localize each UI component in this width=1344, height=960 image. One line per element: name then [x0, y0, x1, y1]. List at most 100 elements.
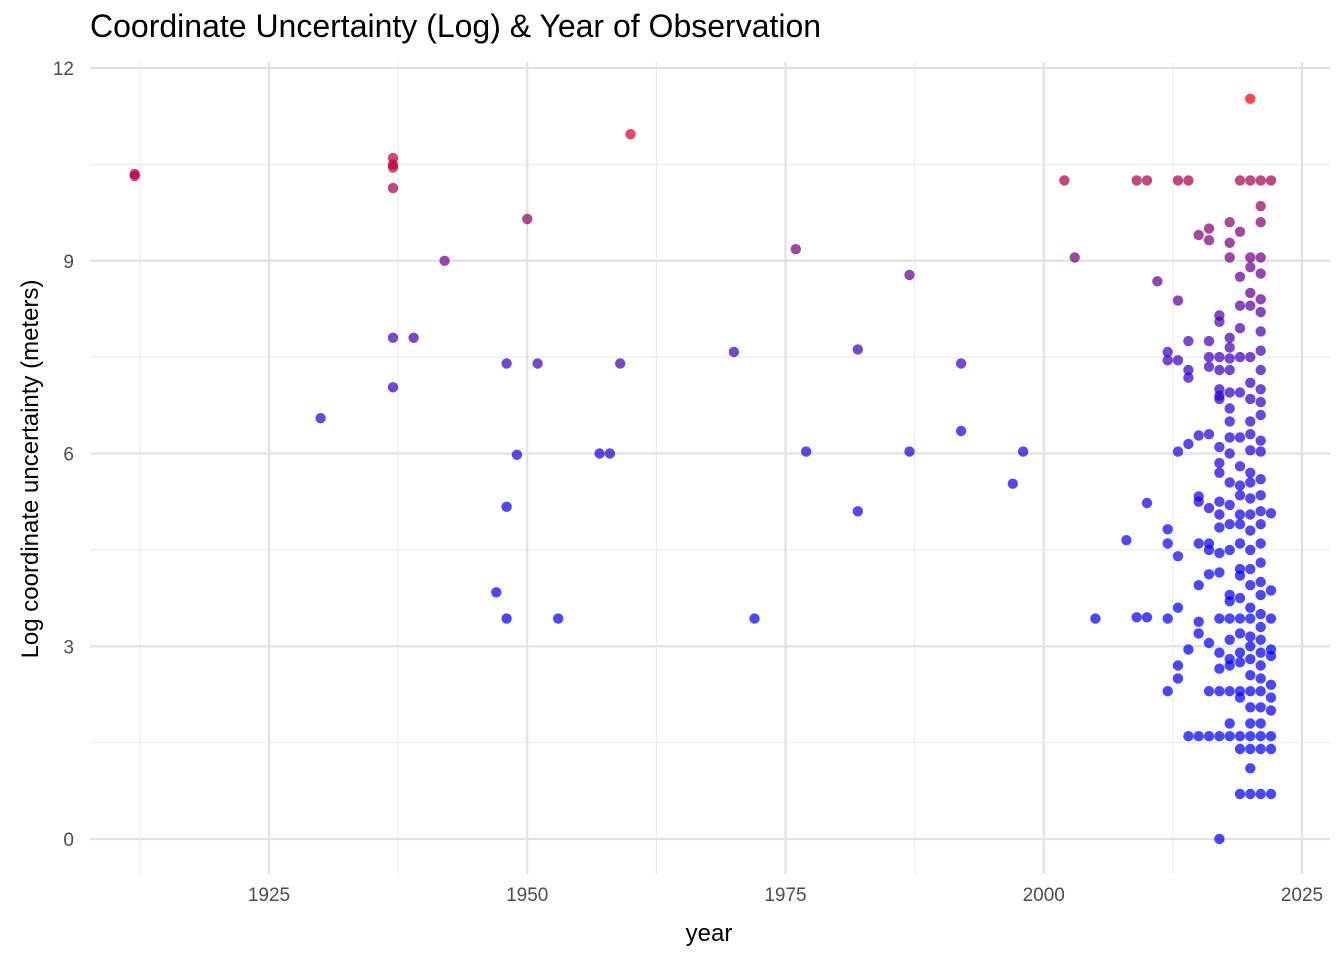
scatter-point: [1255, 589, 1266, 601]
scatter-point: [1245, 743, 1256, 755]
scatter-point: [1255, 621, 1266, 633]
scatter-point: [387, 162, 399, 173]
scatter-point: [1255, 435, 1266, 446]
scatter-point: [1214, 731, 1225, 742]
scatter-point: [1224, 731, 1235, 742]
scatter-point: [1255, 557, 1266, 568]
scatter-point: [1245, 702, 1256, 713]
scatter-point: [1265, 705, 1277, 716]
scatter-point: [1214, 663, 1225, 674]
scatter-point: [1183, 175, 1194, 186]
scatter-point: [1245, 525, 1256, 536]
scatter-point: [387, 182, 399, 194]
scatter-point: [1255, 576, 1266, 588]
scatter-point: [1245, 493, 1256, 504]
scatter-point: [749, 613, 760, 624]
scatter-point: [1255, 718, 1266, 729]
scatter-point: [728, 346, 740, 358]
scatter-point: [1224, 403, 1235, 414]
scatter-point: [1234, 490, 1246, 501]
scatter-point: [1234, 175, 1246, 186]
scatter-point: [1214, 441, 1225, 453]
scatter-point: [1245, 544, 1256, 556]
x-tick-label: 1950: [506, 885, 548, 906]
scatter-point: [1255, 731, 1266, 742]
scatter-point: [1255, 608, 1266, 620]
scatter-point: [1193, 496, 1204, 507]
scatter-point: [1203, 544, 1215, 556]
scatter-point: [1193, 229, 1204, 241]
scatter-point: [1193, 580, 1204, 591]
scatter-point: [1224, 448, 1235, 459]
scatter-point: [1193, 616, 1204, 627]
scatter-point: [1255, 686, 1266, 697]
scatter-point: [1245, 686, 1256, 697]
scatter-point: [1141, 497, 1153, 509]
scatter-point: [1255, 294, 1266, 305]
scatter-point: [1214, 509, 1225, 520]
scatter-point: [1214, 351, 1225, 363]
scatter-point: [1017, 446, 1029, 457]
scatter-point: [1234, 788, 1246, 800]
scatter-point: [1214, 647, 1225, 658]
scatter-point: [1183, 644, 1194, 655]
scatter-point: [904, 446, 915, 457]
scatter-point: [1245, 429, 1256, 440]
y-axis-title: Log coordinate uncertainty (meters): [17, 280, 44, 659]
y-tick-label: 6: [63, 445, 74, 466]
scatter-point: [532, 358, 543, 369]
scatter-point: [904, 269, 915, 281]
scatter-point: [1183, 364, 1194, 376]
scatter-point: [1172, 602, 1184, 613]
scatter-point: [1203, 731, 1215, 742]
scatter-point: [1234, 323, 1246, 334]
scatter-point: [1245, 93, 1256, 105]
scatter-point: [604, 448, 616, 459]
scatter-point: [1183, 372, 1194, 383]
scatter-point: [790, 244, 801, 255]
scatter-point: [1255, 743, 1266, 755]
scatter-point: [1245, 477, 1256, 488]
x-tick-label: 2000: [1023, 885, 1065, 906]
scatter-point: [1234, 226, 1246, 237]
scatter-point: [1245, 175, 1256, 186]
scatter-point: [1265, 743, 1277, 755]
scatter-point: [1245, 731, 1256, 742]
scatter-point: [1131, 612, 1142, 623]
scatter-point: [1162, 686, 1173, 697]
scatter-point: [1255, 702, 1266, 713]
scatter-point: [491, 587, 502, 598]
scatter-point: [1193, 628, 1204, 639]
scatter-point: [1224, 342, 1235, 353]
scatter-point: [1059, 175, 1070, 186]
scatter-point: [1214, 467, 1225, 478]
minor-gridlines: [90, 62, 1330, 874]
y-tick-label: 12: [53, 59, 74, 80]
scatter-point: [1224, 217, 1235, 228]
scatter-point: [1245, 287, 1256, 299]
scatter-point: [408, 332, 419, 343]
scatter-point: [1255, 673, 1266, 684]
scatter-point: [1234, 480, 1246, 491]
scatter-point: [1255, 490, 1266, 501]
scatter-point: [387, 382, 399, 393]
scatter-point: [1162, 524, 1173, 535]
scatter-point: [1214, 567, 1225, 578]
y-axis-tick-labels: 0 3 6 9 12: [53, 59, 74, 851]
major-gridlines: [90, 62, 1330, 874]
scatter-point: [1245, 300, 1256, 311]
scatter-point: [1245, 252, 1256, 263]
scatter-point: [1172, 660, 1184, 671]
scatter-point: [1234, 387, 1246, 398]
scatter-point: [1214, 393, 1225, 405]
scatter-point: [1234, 743, 1246, 755]
scatter-point: [1245, 509, 1256, 520]
scatter-point: [1121, 535, 1132, 546]
scatter-point: [1214, 522, 1225, 533]
scatter-point: [1152, 276, 1163, 287]
scatter-point: [1141, 175, 1153, 186]
scatter-point: [1255, 538, 1266, 549]
scatter-point: [1245, 670, 1256, 681]
scatter-point: [801, 446, 812, 457]
